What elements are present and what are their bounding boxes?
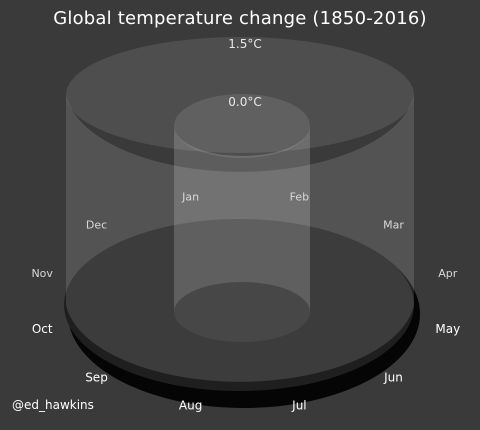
month-label-feb: Feb <box>290 191 309 204</box>
credit-text: @ed_hawkins <box>12 398 94 412</box>
label-1-5c: 1.5°C <box>228 37 261 51</box>
inner-bottom <box>174 282 310 342</box>
label-0-0c: 0.0°C <box>228 95 261 109</box>
month-label-jan: Jan <box>181 191 199 204</box>
month-label-sep: Sep <box>85 370 108 384</box>
inner-top <box>174 94 310 158</box>
month-label-mar: Mar <box>383 219 404 232</box>
month-labels: Jan Feb Mar Apr May Jun Jul Aug Sep Oct Nov Dec <box>31 191 460 413</box>
month-label-dec: Dec <box>86 219 107 232</box>
inner-cylinder <box>174 126 310 342</box>
month-label-apr: Apr <box>438 267 458 280</box>
month-label-jul: Jul <box>291 398 306 412</box>
month-label-may: May <box>435 322 460 336</box>
outer-top <box>66 37 414 153</box>
outer-floor <box>64 219 414 391</box>
outer-cylinder <box>66 95 414 382</box>
month-label-nov: Nov <box>31 267 53 280</box>
month-label-jun: Jun <box>383 370 403 384</box>
month-label-aug: Aug <box>179 398 202 412</box>
month-label-oct: Oct <box>32 322 53 336</box>
chart-title: Global temperature change (1850-2016) <box>53 8 427 29</box>
